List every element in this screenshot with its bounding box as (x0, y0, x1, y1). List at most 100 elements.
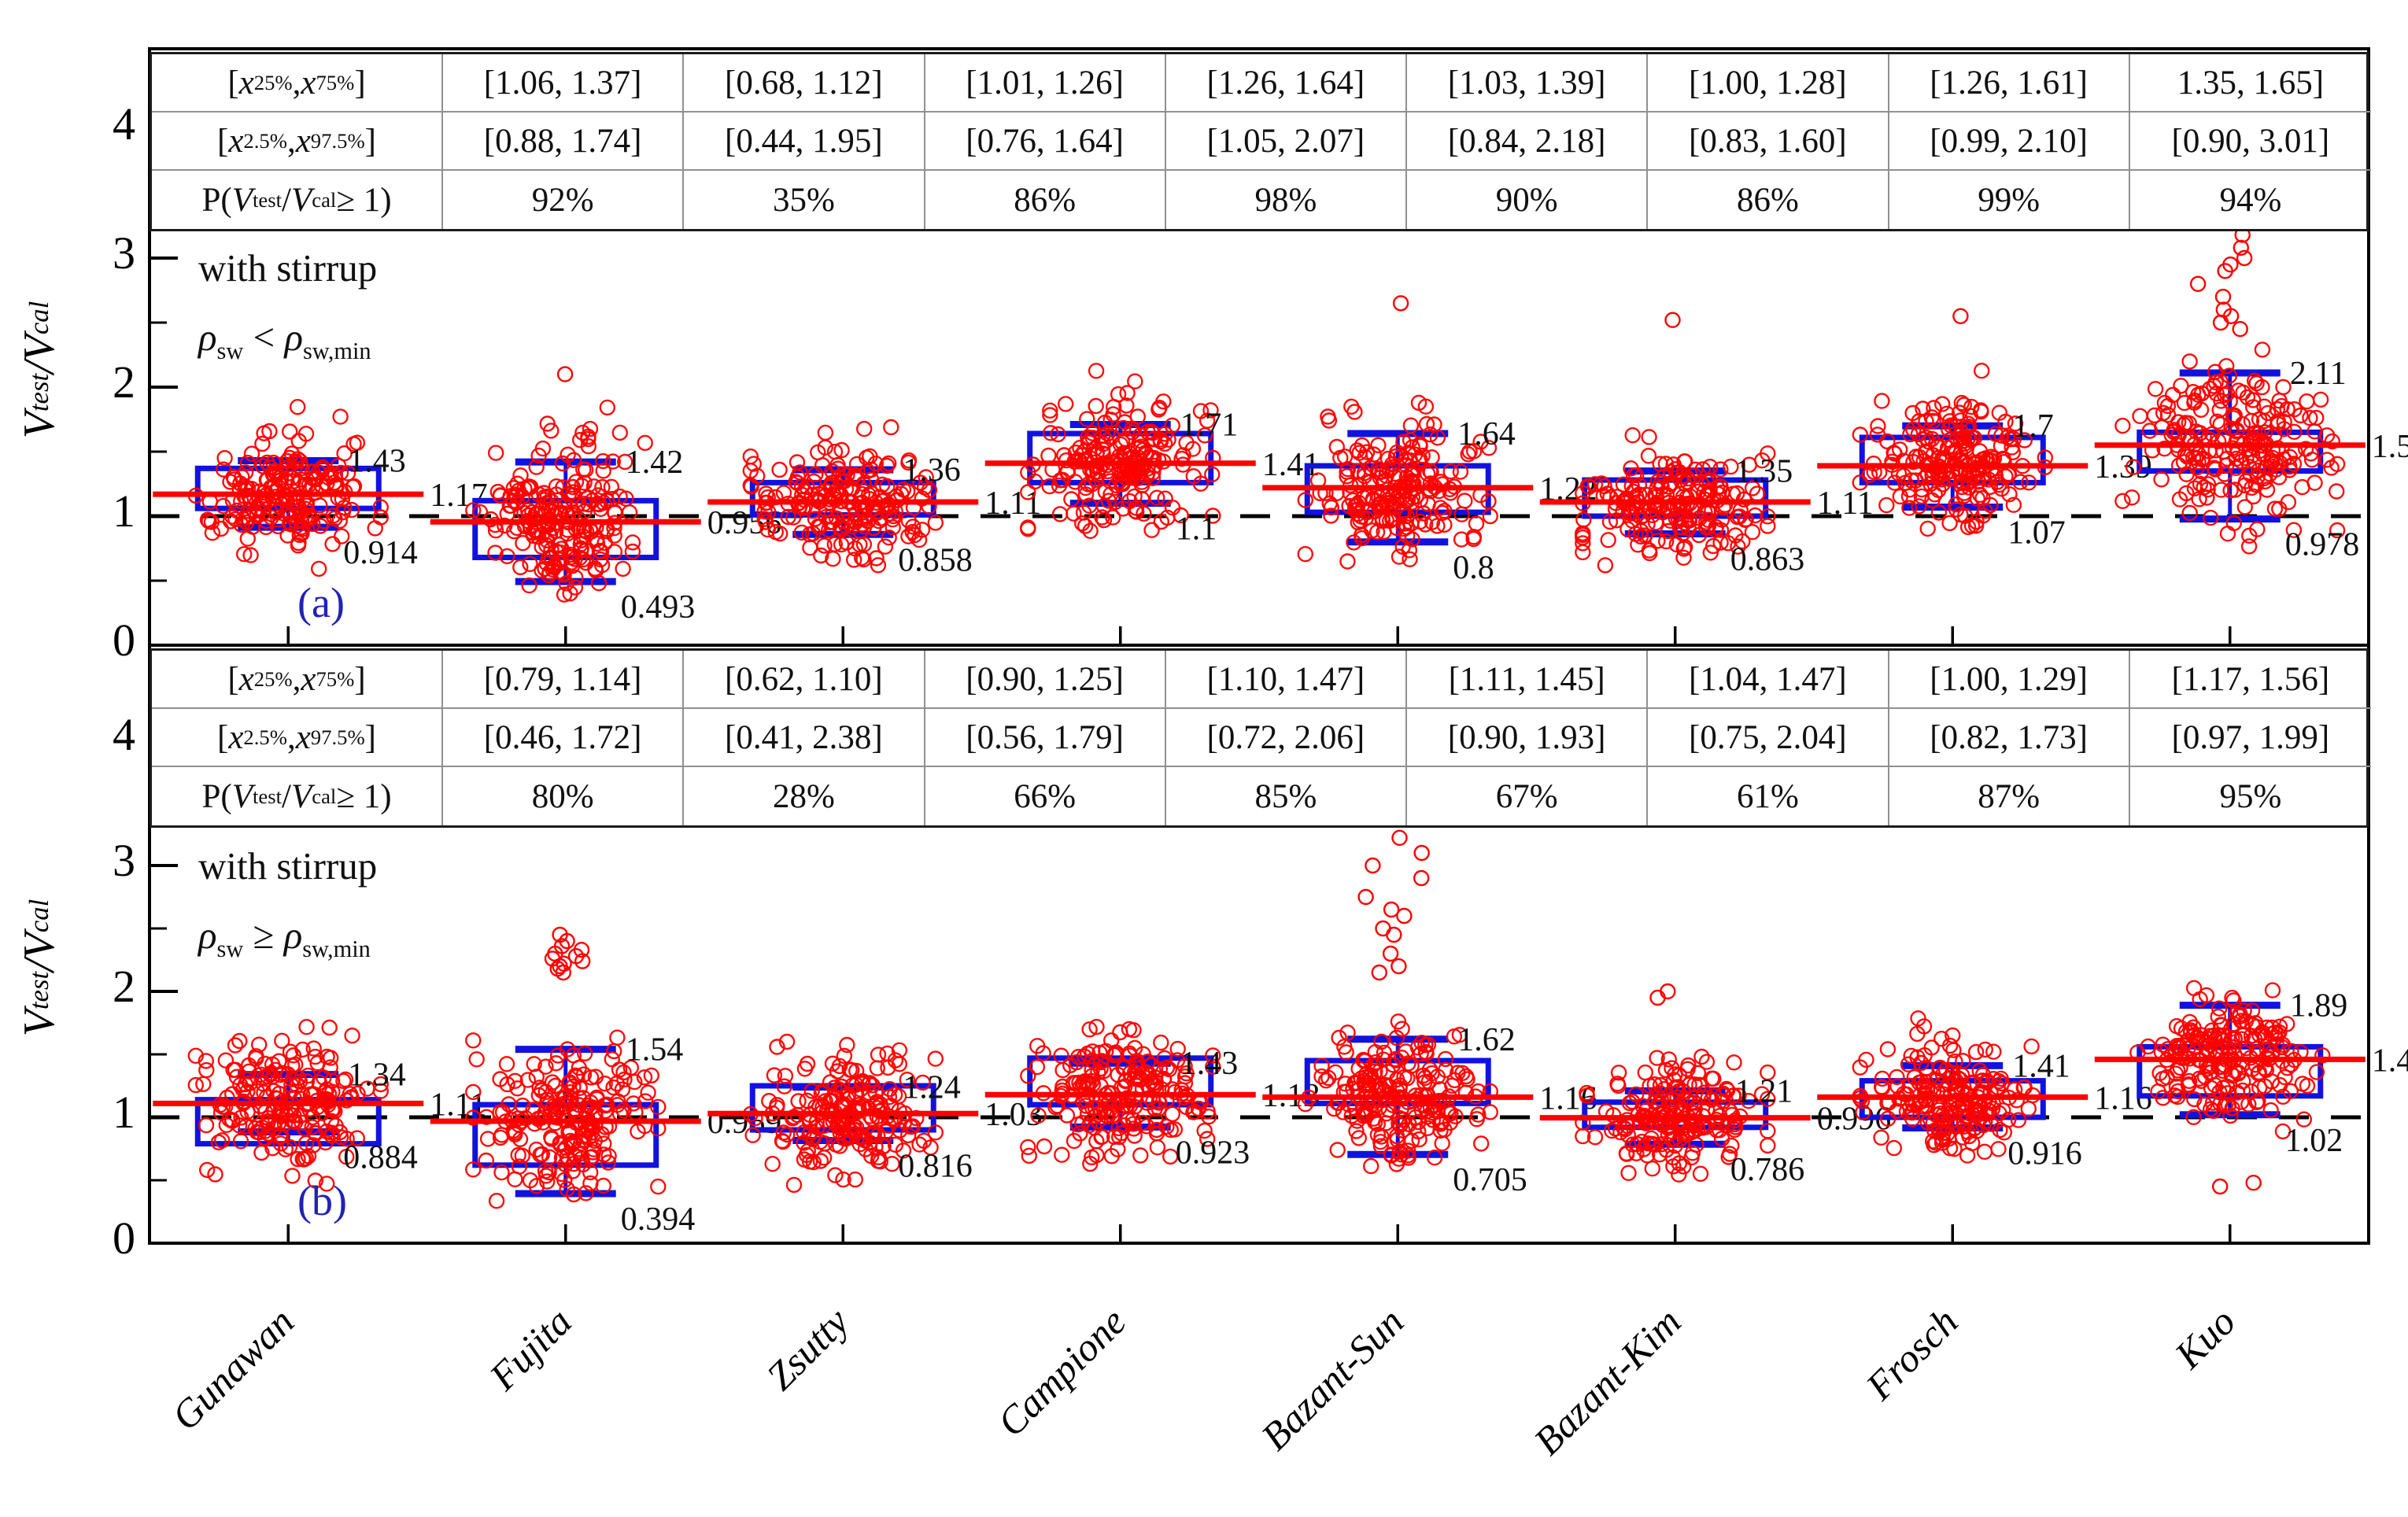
scatter-point (274, 496, 290, 513)
scatter-point (1062, 1057, 1079, 1074)
scatter-point (565, 487, 582, 504)
scatter-point (1387, 448, 1405, 465)
scatter-point (776, 1078, 792, 1094)
scatter-point (793, 524, 810, 541)
scatter-point (2244, 392, 2262, 408)
scatter-point (1357, 510, 1374, 526)
scatter-outlier (2189, 275, 2207, 292)
scatter-point (537, 1168, 555, 1184)
scatter-point (569, 496, 586, 513)
scatter-point (548, 478, 565, 495)
scatter-point (1110, 386, 1127, 403)
scatter-point (2249, 521, 2266, 537)
scatter-point (349, 1085, 366, 1102)
scatter-point (2186, 480, 2203, 496)
scatter-point (1042, 402, 1058, 419)
scatter-point (1927, 1135, 1944, 1151)
scatter-point (812, 1153, 829, 1169)
scatter-point (2264, 982, 2281, 998)
scatter-point (1339, 461, 1357, 478)
scatter-point (595, 494, 612, 511)
scatter-point (1143, 522, 1160, 538)
scatter-point (2023, 1038, 2040, 1055)
stats-cell-zsutty: [1.01, 1.26] (925, 54, 1166, 113)
scatter-point (267, 1061, 284, 1079)
scatter-point (745, 456, 762, 472)
scatter-point (804, 1131, 822, 1148)
scatter-point (1760, 518, 1776, 534)
scatter-point (502, 488, 519, 504)
stats-cell-fujita: [0.68, 1.12] (684, 54, 925, 113)
scatter-point (2211, 401, 2228, 419)
scatter-point (1395, 434, 1412, 450)
scatter-point (844, 519, 860, 535)
scatter-point (305, 1137, 322, 1153)
scatter-point (1076, 1048, 1093, 1065)
scatter-point (1634, 1098, 1651, 1114)
scatter-point (790, 1093, 807, 1109)
panel-a-condition-line1: with stirrup (198, 246, 378, 290)
whisker-low-value: 0.978 (2285, 527, 2360, 563)
scatter-point (824, 514, 840, 530)
scatter-point (367, 520, 383, 537)
scatter-point (1927, 436, 1944, 452)
scatter-point (1976, 1143, 1993, 1161)
scatter-point (1619, 521, 1636, 537)
scatter-point (1117, 1072, 1134, 1090)
stats-cell-bazant-kim: [0.83, 1.60] (1648, 113, 1889, 171)
scatter-point (1642, 1077, 1658, 1094)
scatter-point (2258, 1041, 2276, 1057)
scatter-point (273, 1105, 290, 1122)
scatter-point (2005, 496, 2022, 513)
scatter-point (2254, 341, 2271, 358)
scatter-point (879, 1045, 896, 1062)
scatter-point (1151, 1061, 1169, 1078)
scatter-point (1680, 1057, 1697, 1074)
scatter-point (1653, 478, 1670, 495)
scatter-point (769, 1039, 785, 1055)
scatter-point (1369, 1126, 1387, 1143)
scatter-point (488, 445, 504, 461)
stats-cell-bazant-kim: [0.75, 2.04] (1648, 709, 1889, 767)
scatter-point (553, 1165, 570, 1183)
scatter-point (1094, 509, 1110, 526)
scatter-point (1858, 1051, 1874, 1069)
scatter-point (1625, 467, 1642, 484)
scatter-point (615, 1064, 632, 1081)
scatter-outlier (1649, 989, 1666, 1006)
scatter-point (1439, 1101, 1457, 1118)
scatter-point (1627, 526, 1644, 542)
median-value: 1.11 (984, 485, 1041, 522)
scatter-point (582, 1175, 599, 1192)
scatter-point (1740, 1092, 1757, 1109)
scatter-point (1678, 1091, 1694, 1108)
scatter-point (1383, 459, 1401, 476)
scatter-point (270, 518, 286, 535)
scatter-point (1597, 557, 1614, 574)
scatter-point (2225, 408, 2242, 424)
scatter-point (297, 426, 315, 442)
scatter-point (615, 560, 631, 578)
scatter-point (856, 518, 873, 535)
stats-cell-frosch: [0.99, 2.10] (1889, 113, 2130, 171)
scatter-point (873, 1102, 891, 1118)
scatter-point (349, 1130, 365, 1146)
scatter-point (2302, 410, 2318, 426)
scatter-point (2164, 386, 2181, 404)
scatter-outlier (1391, 958, 1407, 975)
scatter-point (1336, 1039, 1353, 1055)
scatter-point (617, 453, 633, 471)
scatter-point (1734, 533, 1751, 550)
scatter-point (1077, 479, 1094, 496)
scatter-group (1020, 363, 1221, 539)
scatter-point (1198, 1131, 1216, 1147)
stats-table-panel-b: [x 25%, x 75%] [0.79, 1.14] [0.62, 1.10] [0.9… (150, 648, 2371, 828)
scatter-point (1712, 461, 1729, 478)
scatter-point (1623, 460, 1639, 477)
scatter-point (516, 480, 533, 497)
scatter-point (1377, 1115, 1394, 1131)
scatter-point (851, 1135, 869, 1153)
y-tick-label: 1 (113, 1087, 135, 1138)
scatter-point (289, 517, 305, 533)
scatter-point (1429, 518, 1446, 534)
